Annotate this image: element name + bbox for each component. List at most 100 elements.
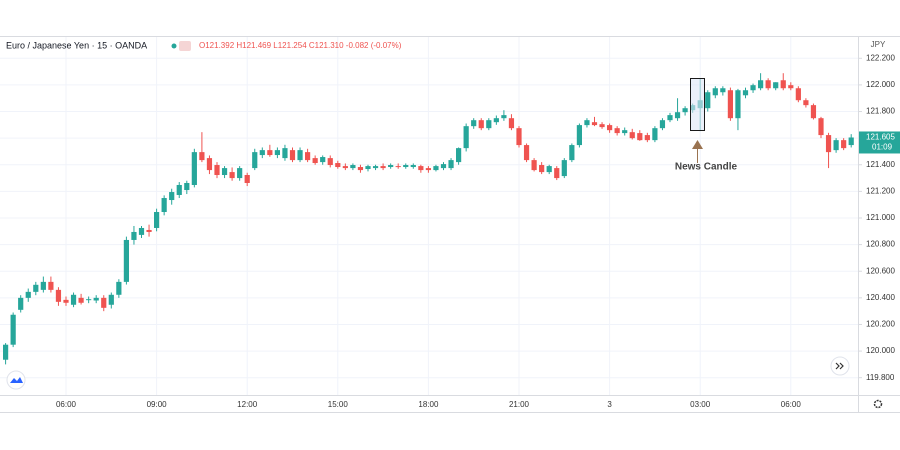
status-dot [171, 43, 177, 49]
candle-body [161, 198, 167, 213]
candle-body [305, 152, 311, 161]
candle-body [289, 150, 296, 161]
countdown-label: 01:09 [872, 143, 893, 152]
news-candle-box [690, 78, 705, 131]
y-tick-label: 121.000 [866, 213, 895, 222]
candle-body [342, 166, 348, 169]
candle-body [267, 150, 273, 156]
scroll-button[interactable] [830, 356, 850, 376]
candle-body [320, 157, 326, 163]
candle-body [327, 158, 333, 166]
candle-body [622, 130, 628, 134]
candle-body [131, 231, 137, 240]
candle-body [591, 122, 598, 126]
candle-body [735, 90, 741, 119]
candle-body [833, 140, 839, 151]
candle-body [750, 85, 756, 91]
candle-body [659, 120, 666, 129]
candle-body [644, 135, 650, 141]
candle-body [154, 212, 160, 228]
candle-body [33, 284, 39, 292]
y-tick-label: 122.200 [866, 53, 895, 62]
candle-body [380, 166, 386, 169]
candle-body [720, 88, 726, 93]
candle-body [607, 125, 613, 131]
candle-body [818, 118, 824, 136]
candle-body [516, 128, 522, 146]
grid [0, 37, 858, 395]
candle-body [138, 227, 145, 235]
candle-body [523, 145, 530, 161]
y-tick-label: 120.400 [866, 293, 895, 302]
candle-body [63, 299, 69, 303]
candle-body [297, 150, 303, 161]
y-tick-label: 119.800 [866, 373, 895, 382]
candle-body [433, 166, 439, 171]
candle-body [803, 100, 809, 106]
candle-body [70, 294, 77, 305]
x-tick-label: 18:00 [418, 400, 439, 409]
y-tick-label: 120.000 [866, 346, 895, 355]
candle-body [191, 152, 197, 185]
candle-body [448, 160, 454, 169]
candle-body [758, 80, 764, 89]
candle-body [3, 344, 9, 360]
candle-body [282, 148, 288, 159]
candle-body [780, 80, 786, 89]
x-tick-label: 3 [607, 400, 612, 409]
candle-body [471, 120, 477, 127]
candle-body [221, 168, 228, 176]
candle-body [501, 115, 507, 119]
candle-body [184, 182, 190, 191]
y-tick-label: 120.200 [866, 320, 895, 329]
candle-body [312, 158, 318, 164]
candle-body [169, 192, 175, 201]
candle-body [418, 166, 424, 171]
x-tick-label: 06:00 [781, 400, 802, 409]
candle-body [116, 281, 122, 295]
settings-icon[interactable] [873, 399, 883, 409]
candle-body [456, 148, 462, 163]
news-arrow [692, 140, 703, 163]
candle-body [40, 281, 46, 290]
logo-mark [10, 377, 23, 383]
candle-body [365, 166, 371, 170]
candle-body [244, 175, 250, 183]
candle-body [425, 168, 431, 171]
candle-body [388, 165, 394, 168]
candle-body [599, 124, 605, 128]
candle-body [637, 133, 643, 141]
candle-body [350, 165, 356, 169]
candle-body [214, 165, 220, 176]
x-tick-label: 15:00 [328, 400, 349, 409]
x-tick-label: 03:00 [690, 400, 711, 409]
candle-body [252, 152, 258, 169]
candle-body [712, 88, 718, 96]
candle-body [55, 289, 62, 302]
candle-body [841, 140, 847, 149]
symbol-title: Euro / Japanese Yen · 15 · OANDA [6, 40, 147, 50]
x-tick-label: 06:00 [56, 400, 77, 409]
candle-body [848, 137, 854, 146]
y-tick-label: 121.400 [866, 160, 895, 169]
candle-body [508, 118, 515, 129]
candle-body [410, 165, 416, 168]
candle-body [176, 184, 182, 195]
candle-body [629, 132, 635, 139]
candle-body [48, 281, 54, 290]
candle-body [810, 105, 817, 119]
candle-body [667, 115, 673, 121]
candle-body [108, 294, 114, 305]
candle-body [795, 88, 801, 101]
last-price-label: 121.605 [866, 133, 895, 142]
candle-body [765, 80, 771, 89]
candle-body [403, 165, 409, 168]
candle-body [614, 128, 620, 134]
y-tick-label: 120.800 [866, 240, 895, 249]
x-tick-label: 21:00 [509, 400, 530, 409]
candle-body [584, 120, 590, 126]
candle-body [493, 118, 499, 123]
candle-body [742, 90, 749, 96]
candle-body [531, 160, 537, 171]
